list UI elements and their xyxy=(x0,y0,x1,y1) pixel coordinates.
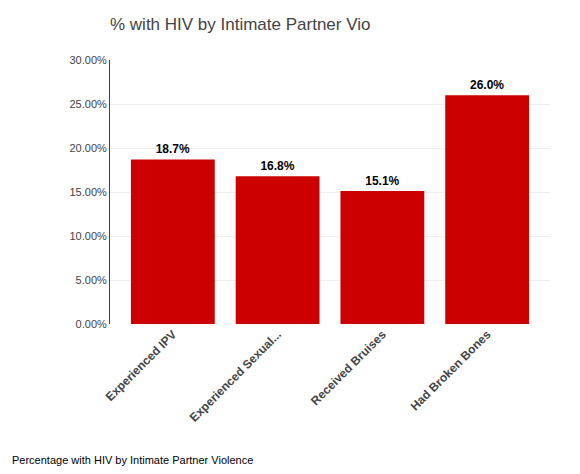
svg-text:15.00%: 15.00% xyxy=(69,186,107,198)
svg-text:25.00%: 25.00% xyxy=(69,98,107,110)
svg-text:30.00%: 30.00% xyxy=(69,54,107,66)
svg-text:0.00%: 0.00% xyxy=(76,318,107,330)
svg-text:% with HIV by Intimate Partner: % with HIV by Intimate Partner Vio xyxy=(110,15,370,34)
svg-text:20.00%: 20.00% xyxy=(69,142,107,154)
svg-text:5.00%: 5.00% xyxy=(76,274,107,286)
svg-text:Percentage with HIV by Intimat: Percentage with HIV by Intimate Partner … xyxy=(12,454,253,466)
svg-text:Experienced Sexual...: Experienced Sexual... xyxy=(187,327,284,424)
svg-text:10.00%: 10.00% xyxy=(69,230,107,242)
svg-text:Received Bruises: Received Bruises xyxy=(308,327,389,408)
svg-text:Had Broken Bones: Had Broken Bones xyxy=(408,327,494,413)
svg-text:Experienced IPV: Experienced IPV xyxy=(103,327,179,403)
svg-text:18.7%: 18.7% xyxy=(156,142,190,156)
svg-text:16.8%: 16.8% xyxy=(260,159,294,173)
svg-text:26.0%: 26.0% xyxy=(470,78,504,92)
svg-text:15.1%: 15.1% xyxy=(365,174,399,188)
